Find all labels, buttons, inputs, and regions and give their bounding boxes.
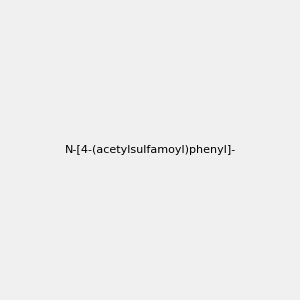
Text: N-[4-(acetylsulfamoyl)phenyl]-: N-[4-(acetylsulfamoyl)phenyl]- — [64, 145, 236, 155]
